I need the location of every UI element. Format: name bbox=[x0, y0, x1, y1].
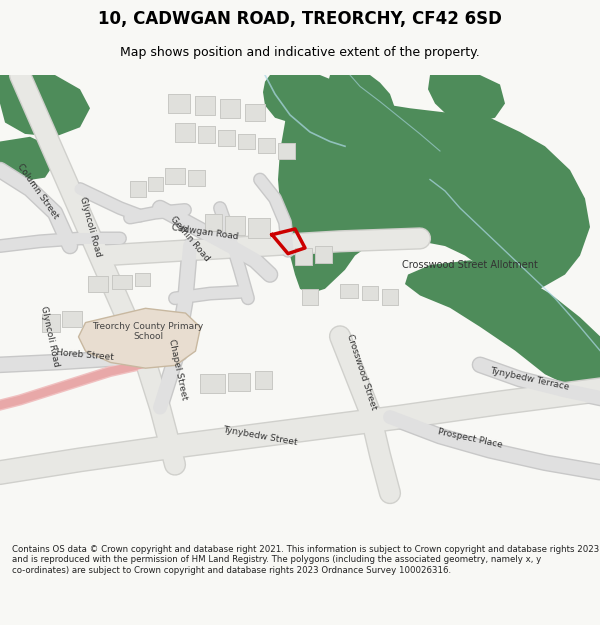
Text: Glyncoli Road: Glyncoli Road bbox=[39, 305, 61, 368]
Text: Prospect Place: Prospect Place bbox=[437, 427, 503, 449]
Text: Column Street: Column Street bbox=[16, 162, 61, 220]
Text: Crosswood Street: Crosswood Street bbox=[346, 332, 379, 411]
Text: Glyncoli Road: Glyncoli Road bbox=[77, 196, 103, 258]
Text: Map shows position and indicative extent of the property.: Map shows position and indicative extent… bbox=[120, 46, 480, 59]
Text: Gethin Road: Gethin Road bbox=[169, 214, 211, 262]
Text: Treorchy County Primary
School: Treorchy County Primary School bbox=[92, 322, 203, 341]
Text: Crosswood Street Allotment: Crosswood Street Allotment bbox=[402, 260, 538, 270]
Text: Contains OS data © Crown copyright and database right 2021. This information is : Contains OS data © Crown copyright and d… bbox=[12, 545, 599, 574]
Text: Tynybedw Street: Tynybedw Street bbox=[222, 425, 298, 447]
Text: 10, CADWGAN ROAD, TREORCHY, CF42 6SD: 10, CADWGAN ROAD, TREORCHY, CF42 6SD bbox=[98, 10, 502, 27]
Text: Tynybedw Terrace: Tynybedw Terrace bbox=[490, 366, 571, 392]
Text: Chapel Street: Chapel Street bbox=[167, 338, 189, 401]
Text: Horeb Street: Horeb Street bbox=[56, 348, 114, 362]
Text: Cadwgan Road: Cadwgan Road bbox=[171, 222, 239, 241]
